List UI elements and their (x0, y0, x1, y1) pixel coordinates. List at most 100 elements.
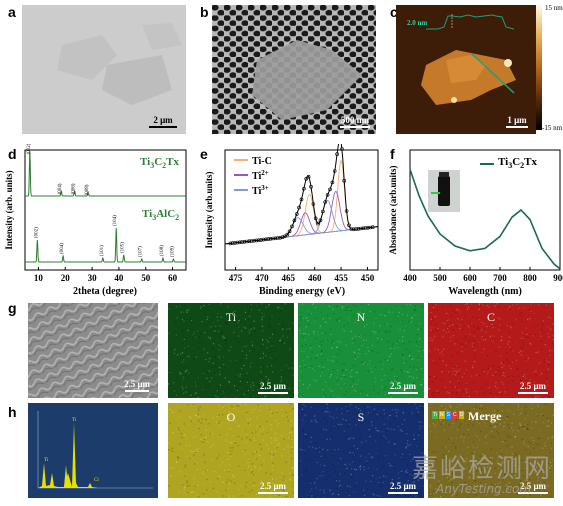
xrd-xtick: 30 (88, 273, 98, 283)
xps-data-point (268, 237, 273, 241)
xps-data-point (287, 229, 292, 234)
xps-data-point (349, 227, 354, 231)
panel-label-h: h (8, 404, 17, 420)
eds-spectrum-h: Ti Ti Cl (28, 403, 158, 498)
eds-scale-bar: 2.5 μm (258, 381, 288, 394)
xps-xtick: 475 (229, 273, 243, 283)
vial-photo (428, 170, 460, 212)
xps-data-point (240, 240, 244, 244)
xps-xtick: 470 (255, 273, 269, 283)
xps-data-point (304, 176, 308, 181)
xrd-peak-label: (107) (139, 246, 144, 257)
xps-chart-e: 475 470 465 460 455 450 Binding energy (eV) I… (204, 144, 379, 297)
xps-data-point (285, 232, 290, 237)
xrd-peak-label: (105) (121, 242, 126, 253)
merge-chip: N (438, 411, 445, 419)
xps-data-point (235, 240, 240, 245)
xrd-xlabel: 2theta (degree) (73, 286, 137, 297)
xps-data-point (318, 218, 323, 222)
eds-map-title: N (356, 310, 366, 324)
xps-data-point (261, 237, 266, 242)
scale-text-a: 2 μm (153, 115, 173, 125)
merge-chips: Ti N S C O (432, 411, 465, 419)
xps-data-point (328, 187, 332, 192)
xps-data-point (302, 186, 306, 191)
eds-map-title: C (486, 310, 495, 324)
watermark-cn: 嘉峪检测网 (412, 454, 553, 484)
xrd-peak-label: (004) (60, 243, 65, 254)
xps-data-point (242, 240, 247, 244)
eds-map-title: O (226, 410, 236, 424)
xps-data-point (264, 237, 268, 242)
xps-data-point (297, 205, 301, 210)
eds-scale-bar: 2.5 μm (258, 481, 288, 494)
svg-text:Cl: Cl (94, 478, 99, 483)
xps-xtick: 450 (361, 273, 375, 283)
xps-data-point (266, 237, 271, 241)
scale-bar-c: 1 μm (500, 115, 534, 128)
eds-map-n: N 2.5 μm (298, 303, 424, 398)
xps-data-point (325, 193, 330, 197)
xps-data-point (368, 225, 373, 230)
xps-data-point (356, 227, 361, 231)
xrd-chart-d: 10 20 30 40 50 60 (002) (004) (006) (008) (002) (0… (4, 144, 187, 297)
eds-scale-text: 2.5 μm (259, 381, 287, 391)
xps-data-point (299, 197, 304, 202)
eds-map-s: S 2.5 μm (298, 403, 424, 498)
scale-text-b: 500 nm (340, 115, 370, 125)
xps-data-point (332, 169, 337, 173)
xps-data-point (309, 184, 313, 189)
xps-data-point (290, 224, 294, 229)
eds-scale-text: 2.5 μm (519, 381, 547, 391)
xps-data-point (361, 226, 365, 231)
xrd-ylabel: Intensity (arb. units) (4, 170, 14, 249)
xps-data-point (321, 209, 325, 214)
panel-label-c: c (390, 4, 398, 20)
panel-label-g: g (8, 300, 17, 316)
scale-text-c: 1 μm (507, 115, 527, 125)
panel-label-f: f (390, 146, 395, 162)
xps-data-point (257, 238, 261, 242)
uvvis-xlabel: Wavelength (nm) (448, 286, 522, 297)
scale-bar-a: 2 μm (146, 115, 180, 128)
xrd-peak-label: (008) (85, 184, 90, 195)
uvvis-xtick: 400 (403, 273, 417, 283)
scale-bar-g: 2.5 μm (118, 379, 156, 392)
xps-data-point (247, 239, 252, 243)
xrd-series-max (25, 227, 186, 263)
xps-data-point (347, 223, 351, 228)
afm-image-c: 2.0 nm 1 μm (396, 5, 536, 134)
xps-data-point (295, 212, 299, 216)
xps-data-point (237, 240, 242, 245)
legend-e-ti3: Ti3+ (252, 184, 269, 197)
xrd-peak-label: (101) (100, 245, 105, 256)
xps-data-point (330, 180, 335, 185)
eds-map-merge: Merge Ti N S C O 2.5 μm (428, 403, 554, 498)
xrd-xtick: 20 (61, 273, 71, 283)
uvvis-series (409, 168, 561, 270)
xps-data-point (273, 236, 278, 241)
eds-scale-text: 2.5 μm (519, 481, 547, 491)
xps-data-point (351, 227, 356, 232)
afm-height-label: 2.0 nm (407, 19, 428, 27)
eds-scale-text: 2.5 μm (389, 481, 417, 491)
xps-data-point (342, 178, 346, 183)
xps-data-point (259, 238, 263, 242)
xrd-xtick: 10 (34, 273, 44, 283)
xps-data-point (366, 225, 370, 230)
xps-ylabel: Intensity (arb.units) (204, 171, 214, 248)
xps-data-point (313, 216, 318, 221)
xps-data-point (363, 226, 368, 230)
uvvis-xtick: 500 (433, 273, 447, 283)
xps-data-point (228, 241, 233, 246)
svg-text:Ti: Ti (44, 458, 49, 463)
xrd-peak-label: (006) (72, 183, 77, 194)
merge-chip: S (445, 411, 451, 419)
colorbar-bottom-label: -15 nm (542, 124, 563, 132)
merge-chip: Ti (432, 411, 438, 419)
legend-d-max: Ti3AlC2 (142, 208, 180, 223)
eds-scale-bar: 2.5 μm (518, 381, 548, 394)
panel-label-b: b (200, 4, 209, 20)
legend-f-mxene: Ti3C2Tx (498, 156, 537, 171)
eds-map-title: Merge (468, 409, 502, 423)
